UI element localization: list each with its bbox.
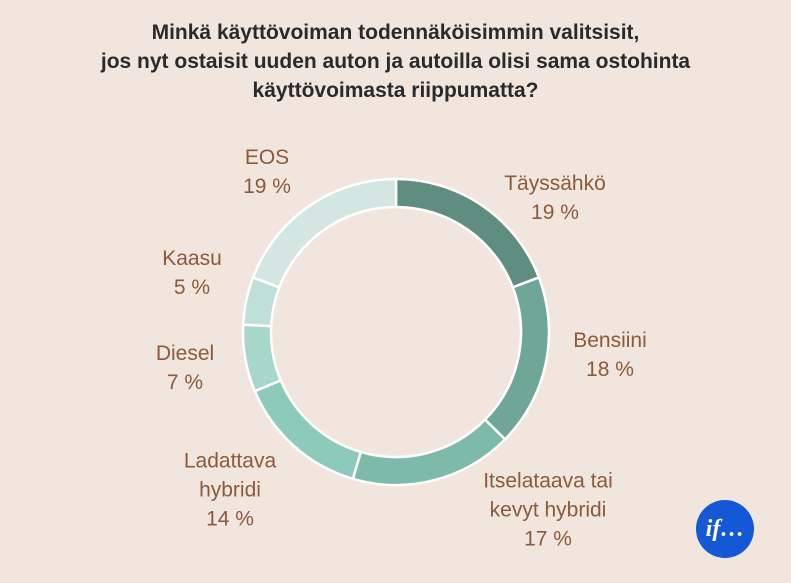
segment-label: Ladattava hybridi 14 %: [184, 447, 276, 534]
segment-label: Kaasu 5 %: [162, 244, 222, 302]
segment-label: Itselataava tai kevyt hybridi 17 %: [483, 467, 613, 554]
value-label: 18 %: [586, 358, 634, 381]
value-label: 19 %: [531, 201, 579, 224]
segment-label: Diesel 7 %: [156, 339, 214, 397]
donut-segment: [483, 275, 551, 442]
category-label: EOS: [244, 146, 290, 169]
value-label: 17 %: [524, 527, 572, 551]
chart-title: Minkä käyttövoiman todennäköisimmin vali…: [100, 21, 691, 102]
segment-label: EOS 19 %: [243, 143, 291, 201]
category-label: Itselataava tai kevyt hybridi: [483, 469, 613, 522]
segment-label: Bensiini 18 %: [573, 326, 647, 384]
category-label: Ladattava hybridi: [183, 449, 277, 502]
donut-segment: [241, 323, 283, 393]
value-label: 14 %: [206, 507, 254, 531]
category-label: Bensiini: [573, 329, 647, 352]
category-label: Kaasu: [162, 247, 222, 270]
segment-label: Täyssähkö 19 %: [504, 169, 606, 227]
value-label: 19 %: [243, 175, 291, 198]
category-label: Täyssähkö: [504, 172, 606, 195]
logo: if…: [696, 500, 754, 558]
value-label: 5 %: [173, 276, 211, 299]
value-label: 7 %: [166, 371, 204, 394]
category-label: Diesel: [155, 342, 215, 365]
donut-segment: [251, 177, 398, 290]
